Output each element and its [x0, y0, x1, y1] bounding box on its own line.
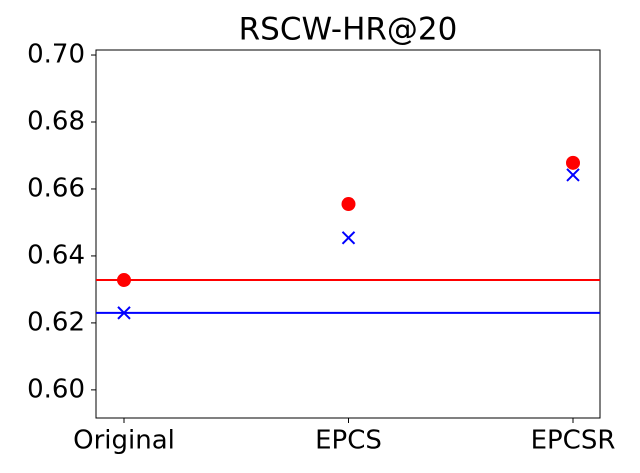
x-tick-label: EPCS: [315, 426, 382, 456]
x-marker: [117, 306, 131, 320]
dot-marker: [117, 273, 131, 288]
x-tick-label: Original: [73, 426, 175, 456]
x-marker: [566, 168, 580, 182]
x-marker: [341, 231, 356, 245]
y-tick-label: 0.66: [27, 173, 85, 203]
dot-marker: [341, 197, 356, 212]
y-tick-label: 0.68: [27, 106, 85, 136]
plot-frame: [95, 49, 601, 419]
y-tick-label: 0.62: [27, 307, 85, 337]
y-tick-label: 0.60: [27, 374, 85, 404]
y-tick-label: 0.64: [27, 240, 85, 270]
chart-title: RSCW-HR@20: [239, 12, 458, 48]
dot-marker: [566, 155, 580, 170]
y-tick-label: 0.70: [27, 40, 85, 70]
x-tick-label: EPCSR: [531, 426, 616, 456]
